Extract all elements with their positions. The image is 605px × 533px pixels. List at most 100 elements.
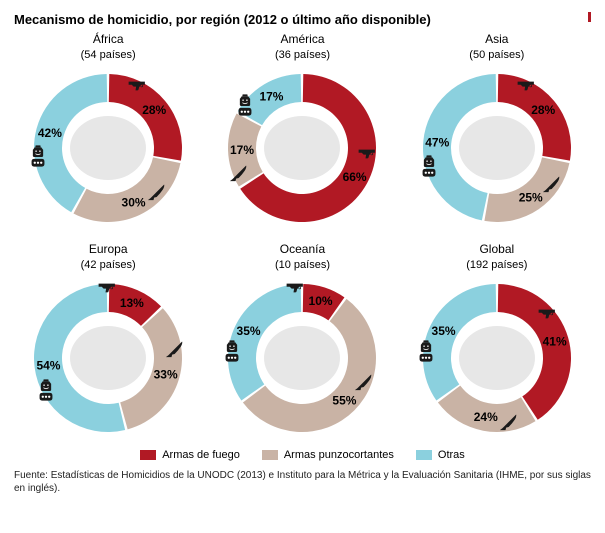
knife-icon [164,339,184,359]
legend-swatch [140,450,156,460]
legend-item: Armas punzocortantes [262,449,394,461]
donut-chart: 28% 30% 42% [23,63,193,233]
pct-label-firearm: 13% [120,296,144,310]
donut-wrap: 13% 33% 54% [23,273,193,443]
donut-cell: Europa (42 países) 13% 33% 54% [14,243,202,443]
cell-title: Oceanía [208,243,396,257]
map-placeholder [264,326,340,390]
gun-icon [358,144,378,164]
legend-label: Otras [438,449,465,461]
knife-icon [146,182,166,202]
donut-cell: África (54 países) 28% 30% 42% [14,33,202,233]
gun-icon [98,278,118,303]
pct-label-other: 42% [38,126,62,140]
cell-sub: (36 países) [208,49,396,61]
pct-label-other: 17% [260,89,284,103]
gun-icon [358,144,378,169]
gun-icon [538,304,558,329]
pct-label-sharp: 25% [519,190,543,204]
legend-label: Armas punzocortantes [284,449,394,461]
poison-knuckle-icon [417,340,435,365]
cell-sub: (50 países) [403,49,591,61]
pct-label-other: 47% [425,135,449,149]
poison-knuckle-icon [420,155,438,185]
chart-title: Mecanismo de homicidio, por región (2012… [14,12,591,27]
gun-icon [128,76,148,96]
pct-label-sharp: 17% [230,143,254,157]
pct-label-sharp: 30% [122,195,146,209]
gun-icon [128,76,148,101]
pct-label-sharp: 24% [474,410,498,424]
poison-knuckle-icon [420,155,438,180]
cell-title: África [14,33,202,47]
legend-swatch [416,450,432,460]
gun-icon [98,278,118,298]
knife-icon [353,372,373,397]
donut-chart: 41% 24% 35% [412,273,582,443]
knife-icon [228,163,248,188]
pct-label-firearm: 10% [309,294,333,308]
donut-cell: Asia (50 países) 28% 25% 47% [403,33,591,233]
knife-icon [146,182,166,207]
legend-label: Armas de fuego [162,449,240,461]
cell-sub: (10 países) [208,259,396,271]
poison-knuckle-icon [223,340,241,370]
donut-cell: América (36 países) 66% 17% 17% [208,33,396,233]
map-placeholder [70,116,146,180]
gun-icon [286,278,306,303]
donut-wrap: 66% 17% 17% [217,63,387,233]
accent-tick [588,12,591,22]
knife-icon [541,174,561,194]
poison-knuckle-icon [37,379,55,409]
gun-icon [517,76,537,96]
cell-sub: (192 países) [403,259,591,271]
donut-grid: África (54 países) 28% 30% 42% América (36 pa… [14,33,591,443]
gun-icon [517,76,537,101]
donut-wrap: 28% 25% 47% [412,63,582,233]
donut-wrap: 41% 24% 35% [412,273,582,443]
donut-cell: Global (192 países) 41% 24% 35% [403,243,591,443]
cell-title: Asia [403,33,591,47]
poison-knuckle-icon [37,379,55,404]
legend-swatch [262,450,278,460]
pct-label-other: 35% [431,323,455,337]
donut-chart: 28% 25% 47% [412,63,582,233]
map-placeholder [459,326,535,390]
pct-label-firearm: 41% [542,334,566,348]
source-text: Fuente: Estadísticas de Homicidios de la… [14,469,591,495]
donut-wrap: 28% 30% 42% [23,63,193,233]
gun-icon [538,304,558,324]
knife-icon [228,163,248,183]
poison-knuckle-icon [417,340,435,370]
donut-cell: Oceanía (10 países) 10%55%35% [208,243,396,443]
poison-knuckle-icon [236,94,254,124]
cell-sub: (54 países) [14,49,202,61]
poison-knuckle-icon [236,94,254,119]
knife-icon [498,412,518,437]
pct-label-other: 35% [237,323,261,337]
map-placeholder [264,116,340,180]
pct-label-firearm: 28% [531,103,555,117]
map-placeholder [459,116,535,180]
map-placeholder [70,326,146,390]
knife-icon [498,412,518,432]
gun-icon [286,278,306,298]
pct-label-sharp: 33% [154,367,178,381]
knife-icon [164,339,184,364]
cell-title: América [208,33,396,47]
donut-wrap: 10%55%35% [217,273,387,443]
legend-item: Otras [416,449,465,461]
pct-label-firearm: 66% [343,170,367,184]
legend-item: Armas de fuego [140,449,240,461]
knife-icon [353,372,373,392]
pct-label-firearm: 28% [142,103,166,117]
knife-icon [541,174,561,199]
poison-knuckle-icon [29,145,47,175]
poison-knuckle-icon [29,145,47,170]
cell-sub: (42 países) [14,259,202,271]
poison-knuckle-icon [223,340,241,365]
legend: Armas de fuego Armas punzocortantes Otras [14,449,591,461]
cell-title: Europa [14,243,202,257]
cell-title: Global [403,243,591,257]
pct-label-other: 54% [37,358,61,372]
